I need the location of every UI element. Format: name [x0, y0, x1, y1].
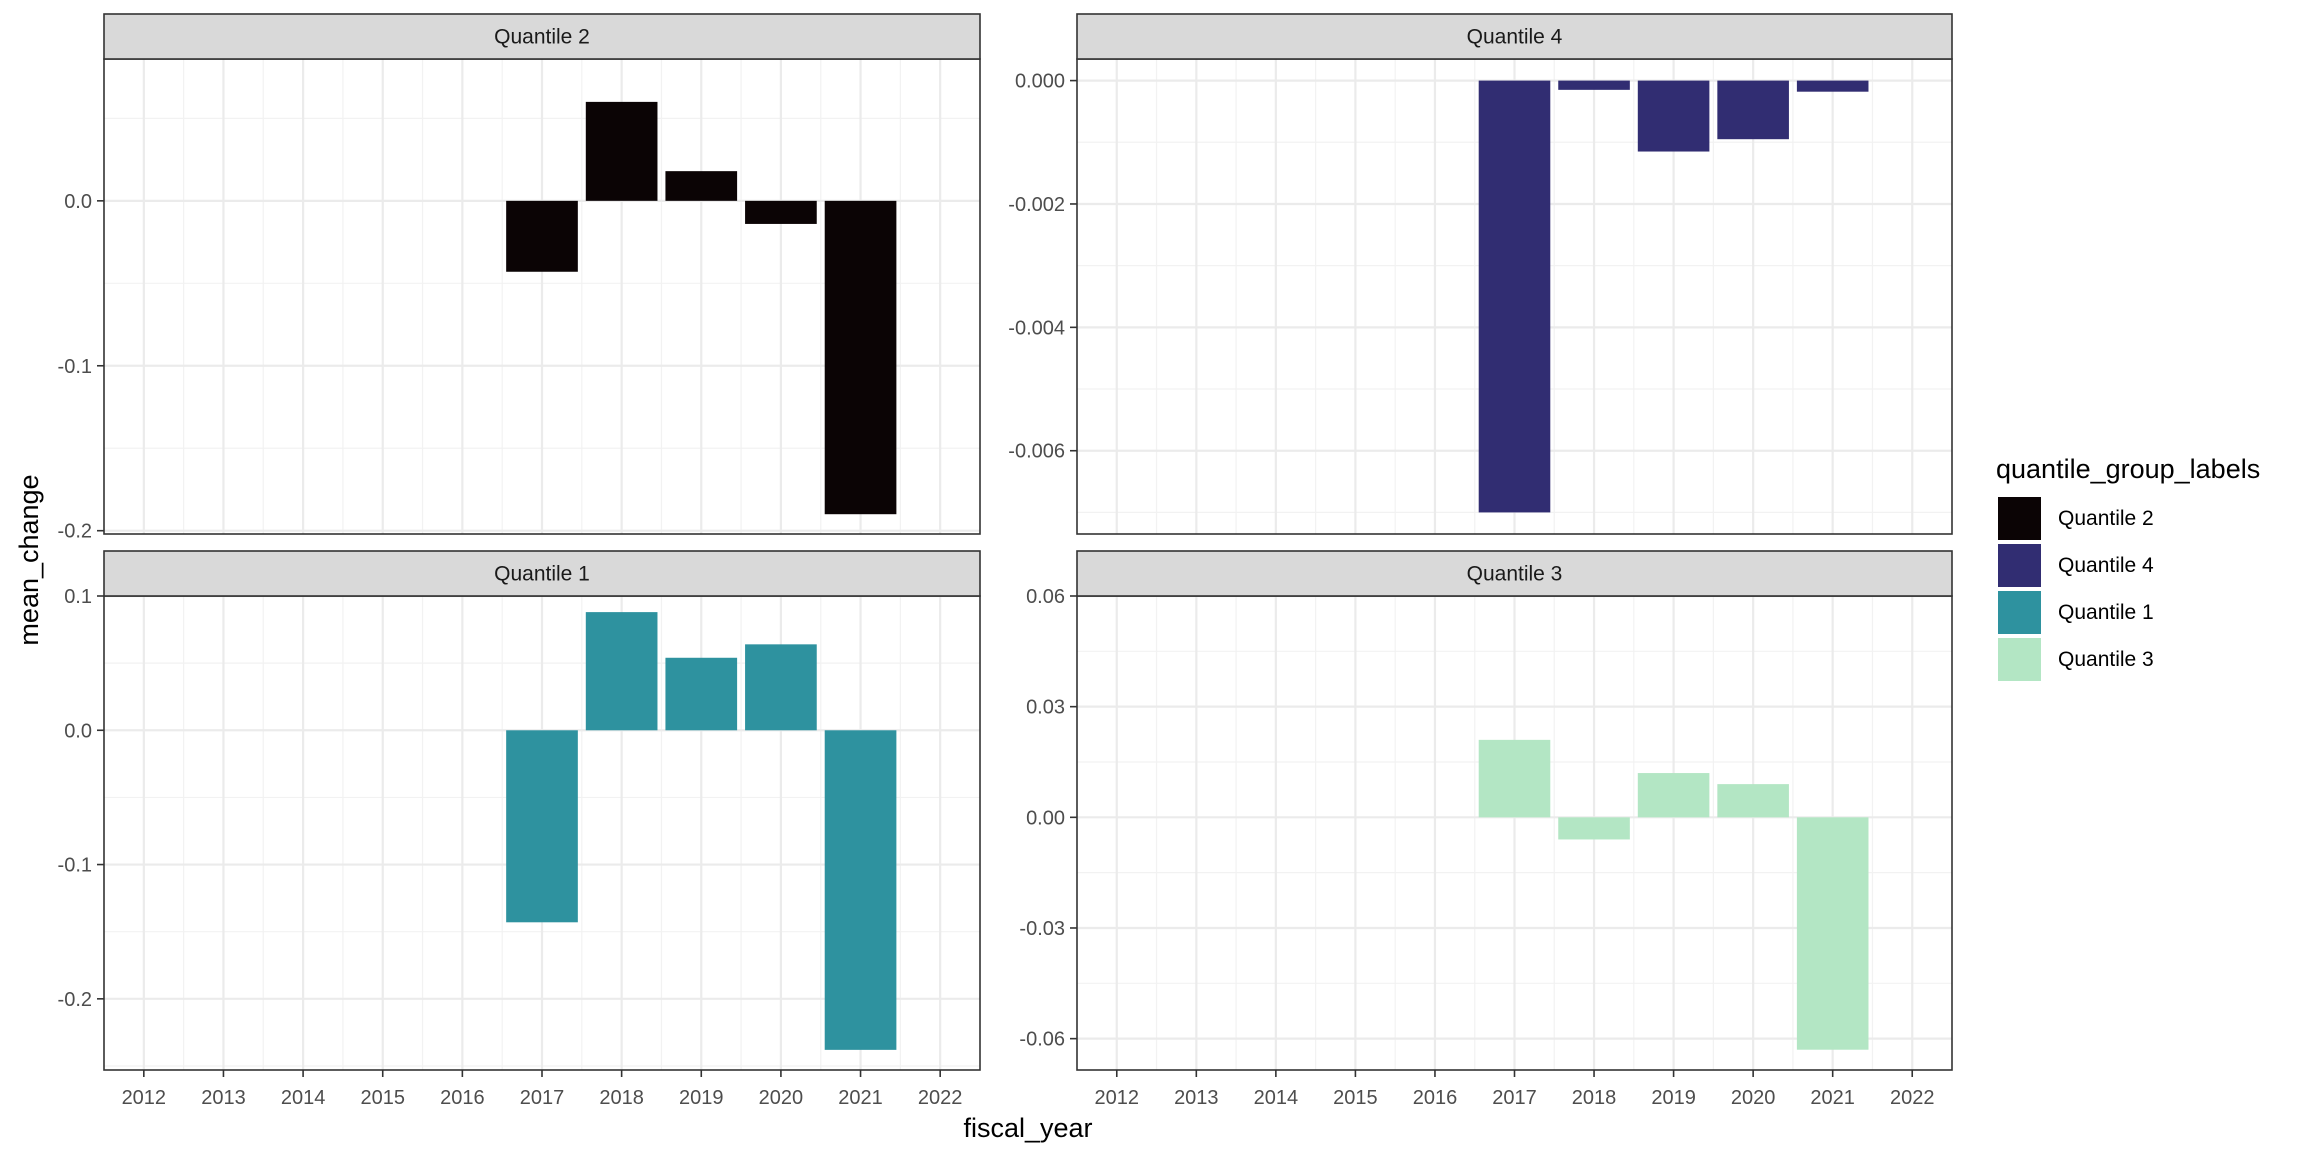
facet-strip: [103, 550, 981, 597]
bar-quantile-3-2017: [1478, 739, 1551, 818]
y-axis-title: mean_change: [14, 474, 44, 645]
x-tick-label: 2014: [281, 1087, 326, 1109]
legend-key: [1998, 544, 2041, 587]
y-tick-label: 0.03: [1026, 697, 1065, 719]
x-tick-label: 2021: [1810, 1087, 1855, 1109]
bar-quantile-2-2017: [506, 200, 578, 272]
y-tick-label: 0.000: [1015, 71, 1065, 93]
bar-quantile-3-2020: [1717, 784, 1789, 818]
facet-strip: [103, 13, 981, 60]
y-tick-label: -0.004: [1008, 317, 1065, 339]
facet-strip-label: Quantile 4: [1467, 26, 1563, 49]
x-tick-label: 2015: [360, 1087, 405, 1109]
x-tick-label: 2014: [1254, 1087, 1299, 1109]
facet-strip-label: Quantile 1: [494, 563, 590, 586]
bar-quantile-2-2019: [665, 171, 738, 201]
legend-label: Quantile 1: [2058, 601, 2154, 624]
bar-quantile-4-2017: [1478, 80, 1551, 513]
x-axis-title: fiscal_year: [963, 1113, 1092, 1143]
bar-quantile-2-2020: [745, 200, 817, 224]
x-tick-label: 2017: [520, 1087, 565, 1109]
x-tick-label: 2018: [599, 1087, 644, 1109]
x-tick-label: 2013: [201, 1087, 246, 1109]
x-tick-label: 2019: [679, 1087, 724, 1109]
bar-quantile-4-2020: [1717, 80, 1789, 140]
x-tick-label: 2012: [122, 1087, 167, 1109]
x-tick-label: 2022: [918, 1087, 963, 1109]
x-tick-label: 2020: [1731, 1087, 1776, 1109]
x-tick-label: 2017: [1492, 1087, 1537, 1109]
y-tick-label: -0.2: [58, 521, 92, 543]
y-tick-label: -0.06: [1019, 1029, 1065, 1051]
legend-key: [1998, 638, 2041, 681]
x-tick-label: 2022: [1890, 1087, 1935, 1109]
legend-key: [1998, 591, 2041, 634]
x-tick-label: 2015: [1333, 1087, 1378, 1109]
y-tick-label: -0.1: [58, 855, 92, 877]
y-tick-label: 0.1: [64, 586, 92, 608]
bar-quantile-4-2018: [1558, 80, 1630, 90]
bar-quantile-2-2018: [585, 101, 658, 201]
bar-quantile-3-2021: [1796, 817, 1869, 1050]
legend-label: Quantile 2: [2058, 507, 2154, 530]
bar-quantile-1-2020: [745, 644, 817, 731]
y-tick-label: 0.06: [1026, 586, 1065, 608]
bar-quantile-4-2019: [1637, 80, 1710, 152]
x-tick-label: 2021: [838, 1087, 883, 1109]
bar-quantile-1-2019: [665, 657, 738, 731]
legend-label: Quantile 3: [2058, 648, 2154, 671]
y-tick-label: -0.2: [58, 989, 92, 1011]
facet-strip-label: Quantile 2: [494, 26, 590, 49]
facet-strip: [1076, 13, 1953, 60]
legend-key: [1998, 497, 2041, 540]
x-tick-label: 2013: [1174, 1087, 1219, 1109]
legend-label: Quantile 4: [2058, 554, 2154, 577]
y-tick-label: 0.0: [64, 720, 92, 742]
bar-quantile-1-2021: [824, 730, 897, 1050]
bar-quantile-1-2017: [506, 730, 578, 923]
y-tick-label: 0.0: [64, 191, 92, 213]
x-tick-label: 2018: [1572, 1087, 1617, 1109]
legend-title: quantile_group_labels: [1996, 454, 2260, 484]
y-tick-label: 0.00: [1026, 807, 1065, 829]
facet-strip: [1076, 550, 1953, 597]
y-tick-label: -0.1: [58, 356, 92, 378]
bar-quantile-3-2018: [1558, 817, 1630, 840]
bar-quantile-3-2019: [1637, 773, 1710, 818]
x-tick-label: 2016: [1413, 1087, 1458, 1109]
x-tick-label: 2020: [759, 1087, 804, 1109]
bar-quantile-1-2018: [585, 612, 658, 731]
bar-quantile-2-2021: [824, 200, 897, 515]
bar-quantile-4-2021: [1796, 80, 1869, 92]
x-tick-label: 2019: [1651, 1087, 1696, 1109]
y-tick-label: -0.006: [1008, 441, 1065, 463]
facet-strip-label: Quantile 3: [1467, 563, 1563, 586]
x-tick-label: 2016: [440, 1087, 485, 1109]
x-tick-label: 2012: [1095, 1087, 1140, 1109]
y-tick-label: -0.002: [1008, 194, 1065, 216]
y-tick-label: -0.03: [1019, 918, 1065, 940]
